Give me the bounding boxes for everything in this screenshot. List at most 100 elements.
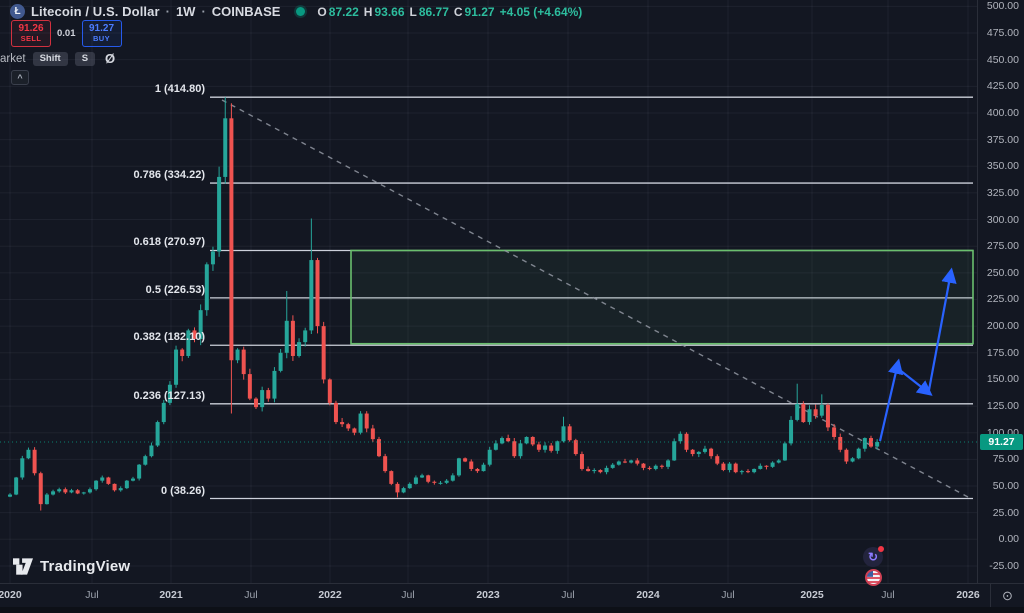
flag-event-icon[interactable]	[864, 569, 882, 586]
candle-body	[370, 428, 375, 440]
trade-widget: 91.26 SELL 0.01 91.27 BUY	[11, 20, 122, 47]
candle-body	[850, 458, 855, 462]
projection-box[interactable]	[350, 249, 974, 345]
candle-body	[598, 470, 603, 473]
candle-body	[254, 398, 258, 408]
candle-body	[198, 310, 203, 339]
candle-body	[801, 403, 806, 423]
price-axis-label: 175.00	[986, 346, 1019, 359]
buy-price: 91.27	[88, 23, 115, 35]
projection-arrow	[878, 358, 904, 442]
candle-body	[235, 349, 240, 361]
spread-value: 0.01	[57, 28, 76, 39]
sync-alert-icon[interactable]: ↻	[863, 546, 884, 567]
candle-body	[81, 492, 86, 494]
candle-body	[100, 477, 105, 481]
candle-body	[309, 260, 314, 331]
candle-body	[290, 320, 295, 356]
candle-body	[241, 349, 246, 375]
litecoin-logo-icon: Ł	[10, 4, 25, 19]
hide-eye-icon[interactable]: Ø	[105, 51, 116, 66]
candle-body	[567, 426, 572, 441]
candle-body	[586, 468, 591, 472]
time-axis-label: Jul	[561, 589, 575, 601]
buy-button[interactable]: 91.27 BUY	[81, 20, 122, 47]
candle-body	[297, 342, 302, 356]
tradingview-logo-text: TradingView	[40, 558, 131, 575]
candle-body	[721, 463, 726, 471]
candle-body	[204, 264, 209, 311]
candle-body	[426, 475, 431, 482]
fib-level-label: 0.236 (127.13)	[133, 389, 205, 402]
candle-body	[407, 483, 412, 489]
candle-body	[672, 441, 677, 461]
candle-body	[856, 448, 861, 459]
close-value: 91.27	[464, 4, 495, 19]
price-axis[interactable]: 91.27 500.00 475.00 450.00 425.00 400.00 375.…	[977, 0, 1024, 583]
candle-body	[579, 454, 584, 469]
high-value: 93.66	[374, 4, 405, 19]
candle-body	[217, 176, 222, 252]
candle-body	[137, 464, 142, 479]
gear-icon: ⊙	[1002, 587, 1013, 603]
candle-body	[702, 448, 707, 452]
price-axis-label: 200.00	[986, 320, 1019, 333]
candle-body	[543, 445, 548, 450]
candle-body	[869, 438, 873, 447]
market-hint-text: arket	[0, 52, 26, 65]
candle-body	[315, 260, 320, 327]
projection-box-rect	[350, 249, 974, 345]
candle-body	[131, 478, 135, 481]
candle-body	[629, 460, 634, 463]
candle-body	[549, 445, 554, 451]
candle-body	[272, 370, 277, 399]
candle-body	[635, 460, 640, 464]
change-value: +4.05 (+4.64%)	[499, 4, 583, 19]
time-axis-label: Jul	[401, 589, 415, 601]
candle-body	[832, 427, 837, 437]
candle-body	[346, 424, 351, 429]
close-label: C	[453, 4, 463, 19]
low-value: 86.77	[418, 4, 449, 19]
time-axis-label: 2021	[159, 589, 183, 601]
candle-body	[684, 433, 689, 450]
sell-button[interactable]: 91.26 SELL	[11, 20, 51, 47]
exchange[interactable]: COINBASE	[211, 4, 281, 19]
trend-line[interactable]	[221, 99, 969, 498]
time-axis-label: 2025	[800, 589, 824, 601]
tradingview-watermark[interactable]: TradingView	[13, 558, 130, 575]
axis-settings-button[interactable]: ⊙	[990, 583, 1024, 607]
candle-body	[746, 471, 750, 473]
projection-arrows[interactable]	[878, 267, 957, 442]
collapse-chevron-button[interactable]: ^	[11, 70, 29, 85]
fib-level-label: 0 (38.26)	[160, 484, 205, 497]
candle-body	[481, 464, 486, 472]
symbol-title[interactable]: Litecoin / U.S. Dollar	[31, 4, 160, 19]
price-axis-label: 500.00	[986, 0, 1019, 13]
candle-body	[469, 461, 474, 469]
buy-label: BUY	[92, 33, 111, 43]
candle-body	[333, 402, 338, 423]
candle-body	[770, 462, 775, 467]
candle-body	[192, 330, 197, 339]
candle-body	[573, 440, 578, 455]
candle-body	[555, 441, 560, 451]
price-axis-label: 225.00	[986, 293, 1019, 306]
timeframe[interactable]: 1W	[175, 4, 196, 19]
candle-body	[592, 470, 597, 472]
candle-body	[303, 330, 308, 343]
candle-body	[38, 473, 43, 505]
open-label: O	[317, 4, 327, 19]
candle-body	[180, 349, 185, 356]
open-value: 87.22	[328, 4, 359, 19]
price-axis-label: 0.00	[998, 533, 1019, 546]
market-status-dot-icon	[296, 7, 306, 16]
symbol-legend[interactable]: Ł Litecoin / U.S. Dollar · 1W · COINBASE…	[10, 4, 582, 19]
time-axis[interactable]: 2020 Jul 2021 Jul 2022 Jul 2023 Jul 2024 Jul 2025 J…	[0, 583, 1024, 607]
candle-body	[450, 475, 455, 481]
price-axis-label: 50.00	[992, 480, 1019, 492]
price-axis-label: 350.00	[986, 160, 1019, 173]
candle-body	[352, 428, 357, 433]
candle-body	[174, 349, 179, 385]
